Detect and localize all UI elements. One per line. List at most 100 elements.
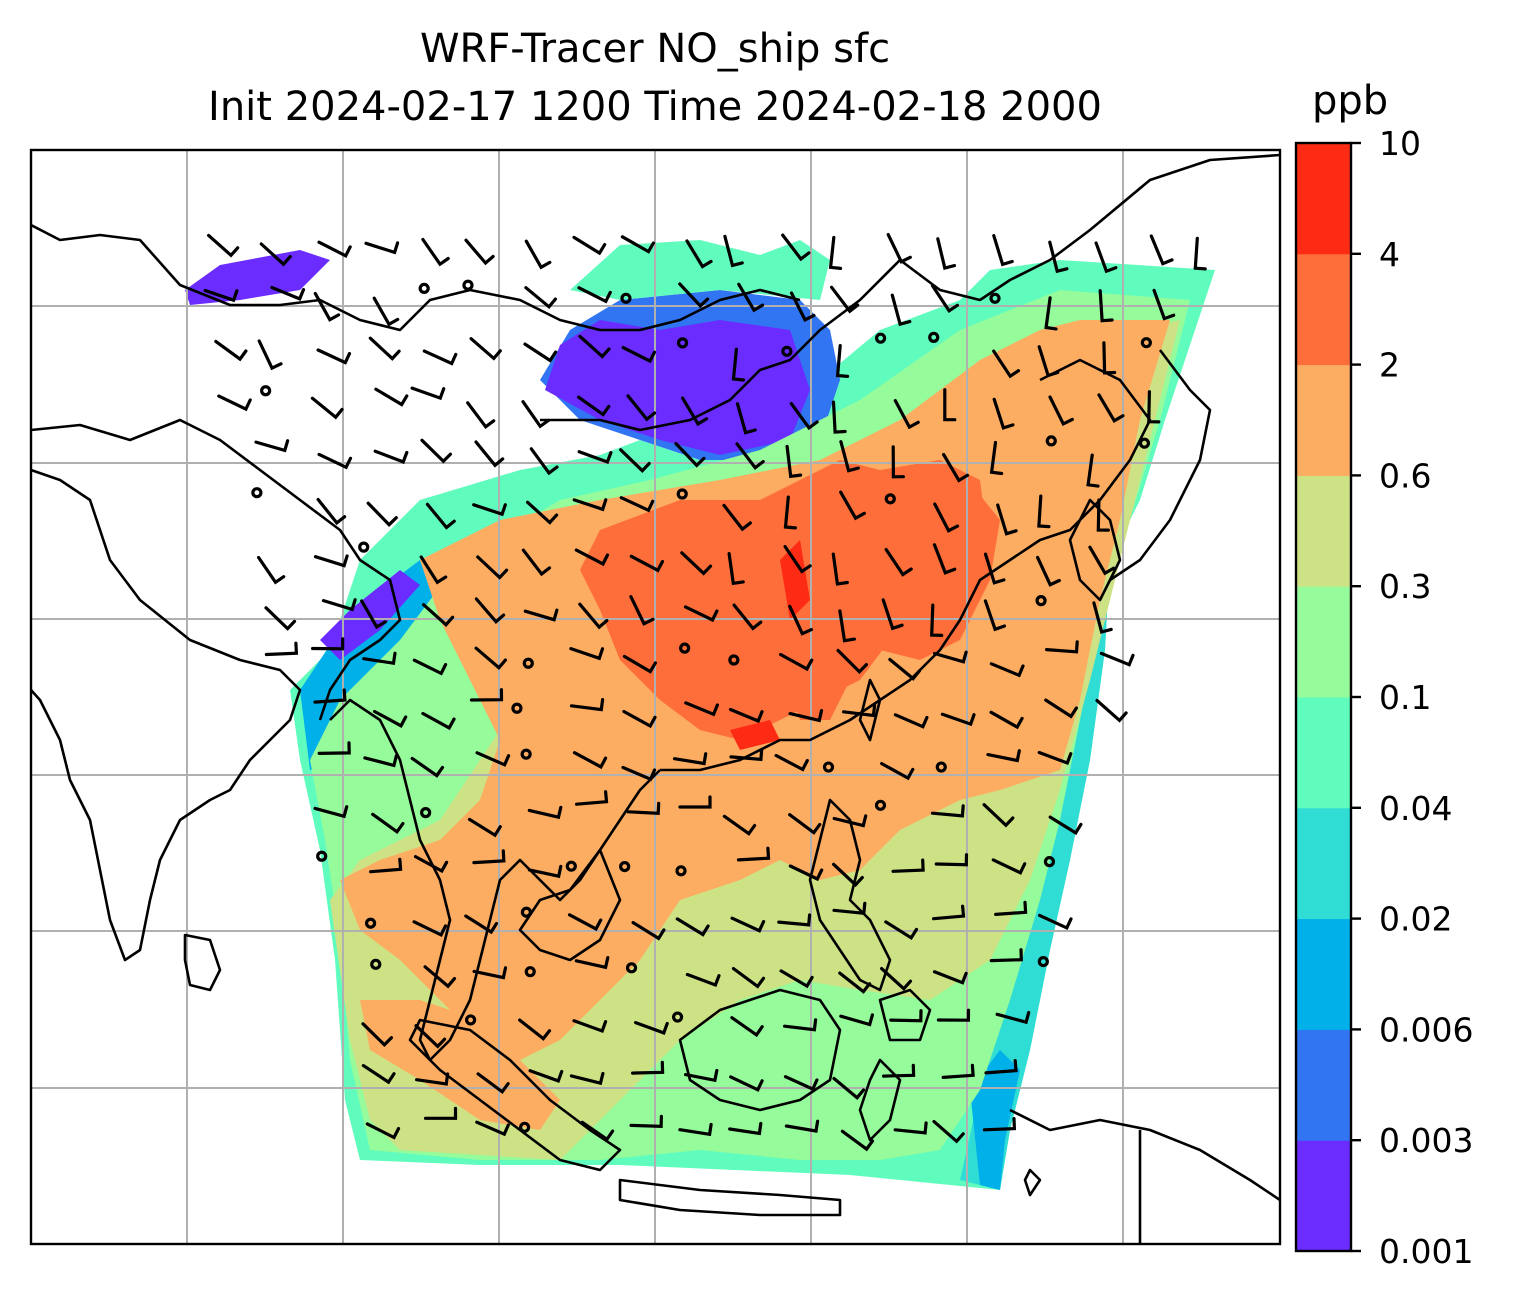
calm-wind-marker: [1138, 437, 1151, 449]
wind-barb: [685, 239, 713, 269]
wind-barb: [423, 965, 457, 989]
wind-barb: [777, 913, 812, 927]
wind-barb: [476, 555, 509, 580]
wind-barb: [527, 864, 563, 879]
wind-barb: [1147, 390, 1161, 424]
wind-barb: [1098, 289, 1114, 323]
wind-barb: [735, 402, 757, 435]
wind-barb: [842, 703, 877, 718]
wind-barb: [421, 711, 456, 731]
wind-barb: [1094, 241, 1118, 274]
wind-barb: [1095, 698, 1128, 723]
wind-barb: [729, 747, 764, 762]
field-region-redorange-coast: [790, 620, 850, 720]
wind-barb: [989, 662, 1025, 678]
wind-barb: [1037, 345, 1060, 378]
wind-barb: [983, 599, 1007, 632]
field-region-north-strip: [570, 240, 830, 300]
wind-barb: [932, 543, 957, 575]
wind-barb: [941, 1063, 975, 1079]
wind-barb: [884, 548, 913, 577]
wind-barb: [476, 1072, 510, 1095]
wind-barb: [410, 386, 446, 401]
wind-barb: [943, 388, 957, 422]
colorbar-band: [1296, 918, 1351, 1030]
calm-wind-marker: [520, 906, 532, 918]
wind-barb: [366, 501, 398, 527]
wind-barb: [1036, 555, 1061, 587]
wind-barbs: [203, 233, 1207, 1152]
wind-barb: [936, 237, 957, 270]
calm-wind-marker: [1037, 956, 1049, 968]
wind-barb: [365, 1122, 401, 1140]
wind-barb: [839, 490, 866, 521]
colorbar-tick-label: 2: [1379, 346, 1400, 385]
wind-barb: [569, 647, 605, 661]
wind-barb: [474, 646, 507, 670]
calm-wind-marker: [251, 487, 263, 499]
colorbar-tick-label: 0.02: [1379, 900, 1452, 939]
wind-barb: [634, 1021, 669, 1035]
wind-barb: [567, 913, 603, 932]
wind-barb: [989, 440, 1004, 476]
wind-barb: [789, 402, 819, 431]
wind-barb: [626, 801, 661, 815]
coastlines: [31, 153, 1280, 1244]
wind-barb: [934, 853, 969, 867]
calm-wind-marker: [679, 642, 691, 654]
wind-barb: [1193, 236, 1207, 271]
wind-barb: [730, 916, 766, 933]
wind-barb: [830, 285, 860, 314]
wind-barb: [527, 805, 563, 820]
calm-wind-marker: [358, 541, 370, 553]
wind-barb: [472, 503, 507, 517]
wind-barb: [360, 599, 387, 630]
wind-barb: [933, 502, 960, 533]
wind-barb: [373, 709, 408, 728]
wind-barb: [474, 597, 506, 624]
wind-barb: [373, 449, 409, 464]
wind-barb: [572, 498, 608, 512]
wind-barb: [1086, 453, 1100, 488]
wind-barb: [683, 1068, 719, 1083]
wind-barb: [1102, 341, 1117, 375]
wind-barb: [578, 334, 611, 359]
wind-barb: [930, 284, 959, 314]
wind-barb: [683, 605, 719, 623]
calm-wind-marker: [1043, 856, 1056, 868]
calm-wind-marker: [620, 292, 632, 304]
wind-barb: [886, 233, 912, 264]
wind-barb: [828, 235, 843, 270]
wind-barb: [464, 238, 495, 266]
calm-wind-marker: [364, 917, 377, 929]
calm-wind-marker: [822, 761, 835, 773]
wind-barb: [680, 551, 713, 576]
wind-barb: [838, 971, 872, 994]
wind-barb: [316, 497, 347, 526]
wind-barb: [518, 1018, 552, 1041]
wind-barb: [674, 442, 706, 468]
wind-barb: [880, 967, 913, 991]
wind-barb: [783, 1075, 819, 1092]
wind-barb: [788, 813, 822, 835]
wind-barb: [933, 650, 968, 664]
calm-wind-marker: [874, 332, 887, 344]
wind-barb: [521, 400, 550, 429]
wind-barb: [474, 440, 505, 468]
wind-barb: [217, 394, 252, 412]
wind-barb: [569, 698, 605, 712]
calm-wind-marker: [989, 292, 1001, 304]
map-title-line1: WRF-Tracer NO_ship sfc: [419, 26, 891, 72]
wind-barb: [891, 858, 925, 873]
wind-barb: [681, 396, 709, 427]
wind-barb: [421, 237, 450, 267]
wind-barb: [619, 448, 651, 473]
calm-wind-marker: [511, 702, 523, 714]
calm-wind-marker: [625, 962, 638, 974]
calm-wind-marker: [565, 860, 577, 872]
wind-barb: [893, 713, 929, 729]
wind-barb: [317, 452, 353, 470]
wind-barb: [788, 604, 813, 636]
wind-barb: [729, 1075, 764, 1092]
wind-barb: [257, 555, 286, 585]
